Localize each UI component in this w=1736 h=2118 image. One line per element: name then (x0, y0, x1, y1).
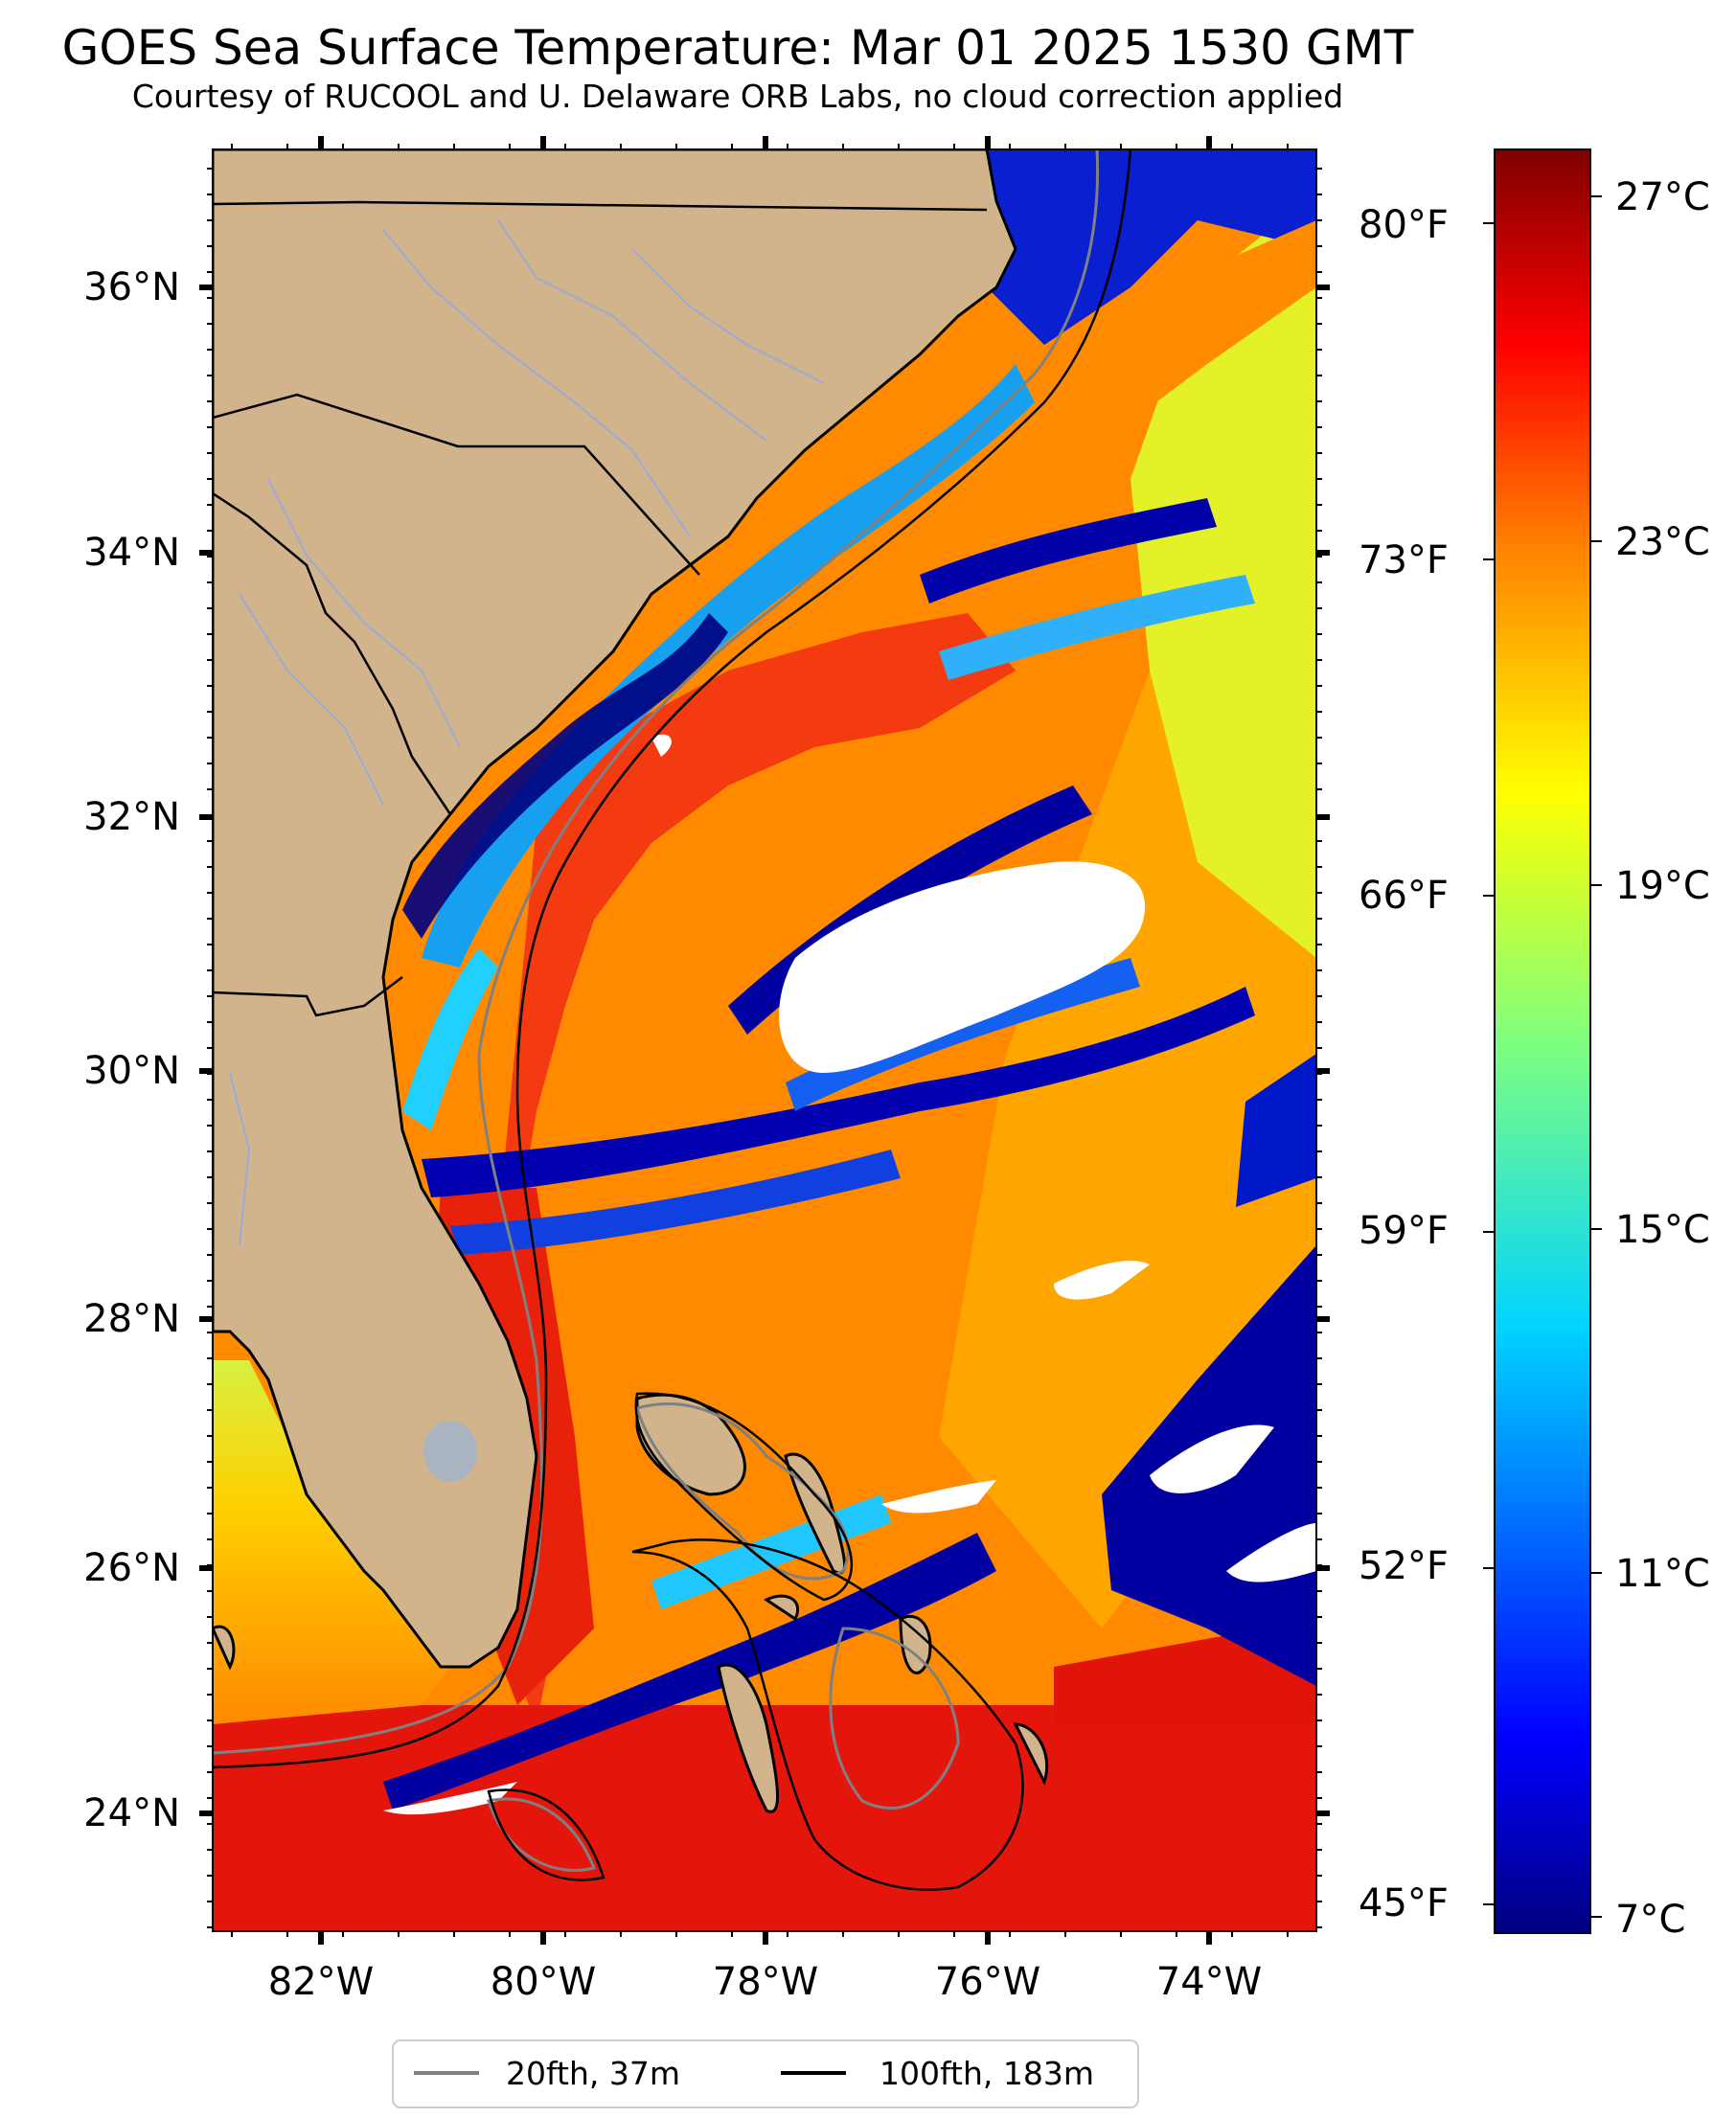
legend-label-100fth: 100fth, 183m (879, 2055, 1094, 2092)
legend: 20fth, 37m 100fth, 183m (392, 2039, 1139, 2108)
lat-label-30n: 30°N (83, 1049, 180, 1093)
colorbar: 27°C 23°C 19°C 15°C 11°C 7°C (1483, 148, 1710, 1942)
colorbar-gradient (1494, 148, 1591, 1934)
fahrenheit-label-45: 45°F (1359, 1881, 1449, 1925)
legend-box (392, 2039, 1139, 2108)
colorbar-label-11c: 11°C (1615, 1552, 1710, 1596)
lat-label-26n: 26°N (83, 1546, 180, 1590)
lat-label-32n: 32°N (83, 795, 180, 839)
fahrenheit-label-73: 73°F (1359, 538, 1449, 582)
lat-label-28n: 28°N (83, 1297, 180, 1341)
colorbar-label-7c: 7°C (1615, 1898, 1685, 1942)
map-title: GOES Sea Surface Temperature: Mar 01 202… (61, 20, 1414, 76)
lon-label-78w: 78°W (713, 1960, 818, 2004)
colorbar-label-15c: 15°C (1615, 1208, 1710, 1252)
fahrenheit-label-52: 52°F (1359, 1544, 1449, 1588)
fahrenheit-labels: 80°F 73°F 66°F 59°F 52°F 45°F (1359, 203, 1449, 1925)
lat-label-24n: 24°N (83, 1791, 180, 1835)
fahrenheit-label-66: 66°F (1359, 874, 1449, 918)
colorbar-label-23c: 23°C (1615, 520, 1710, 564)
lon-label-76w: 76°W (935, 1960, 1040, 2004)
lon-label-82w: 82°W (268, 1960, 374, 2004)
lon-label-74w: 74°W (1156, 1960, 1262, 2004)
fahrenheit-label-59: 59°F (1359, 1209, 1449, 1253)
lat-label-36n: 36°N (83, 265, 180, 309)
legend-label-20fth: 20fth, 37m (506, 2055, 680, 2092)
sst-map (213, 149, 1316, 1931)
map-subtitle: Courtesy of RUCOOL and U. Delaware ORB L… (131, 78, 1344, 115)
lat-label-34n: 34°N (83, 531, 180, 575)
lon-label-80w: 80°W (491, 1960, 596, 2004)
fahrenheit-label-80: 80°F (1359, 203, 1449, 247)
lake-icon (423, 1421, 477, 1482)
colorbar-label-19c: 19°C (1615, 864, 1710, 908)
colorbar-label-27c: 27°C (1615, 175, 1710, 219)
axis-ticks (199, 136, 1330, 1945)
latitude-labels: 36°N 34°N 32°N 30°N 28°N 26°N 24°N (83, 265, 180, 1835)
longitude-labels: 82°W 80°W 78°W 76°W 74°W (268, 1960, 1262, 2004)
